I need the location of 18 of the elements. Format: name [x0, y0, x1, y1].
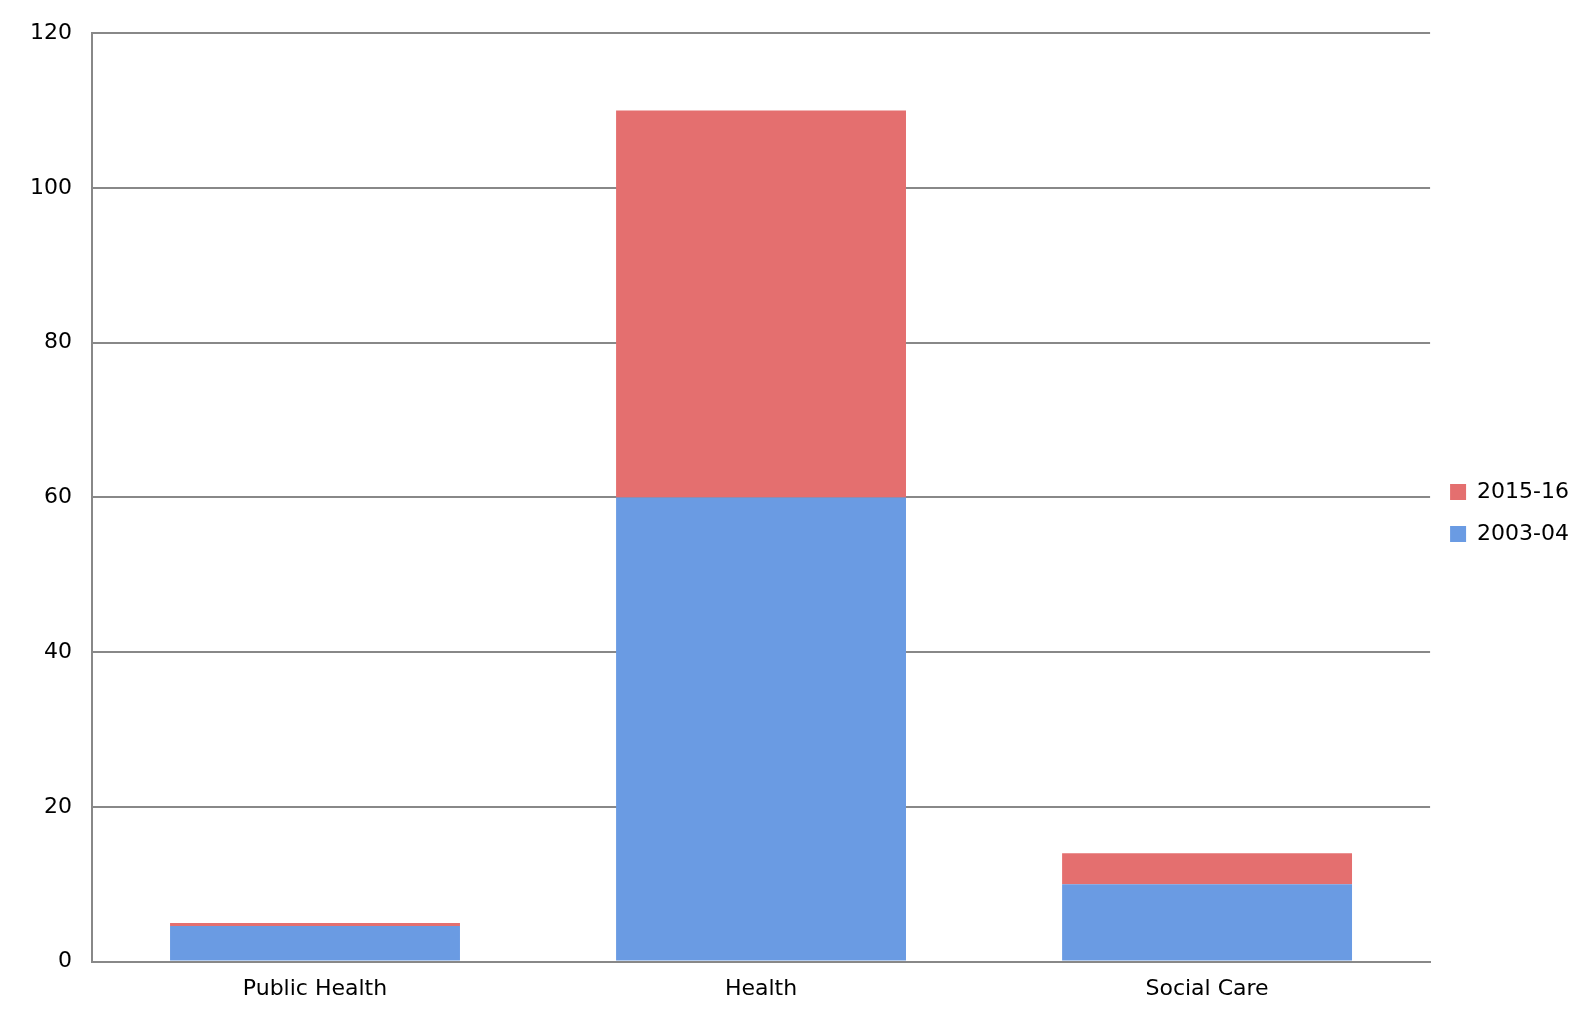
- y-tick-label: 120: [29, 18, 72, 44]
- y-tick-label: 100: [29, 173, 72, 199]
- bar: [1062, 884, 1353, 961]
- x-tick-label: Public Health: [242, 974, 388, 1000]
- x-tick-label: Health: [724, 974, 798, 1000]
- bar: [616, 497, 906, 961]
- legend-label: 2003-04: [1477, 519, 1569, 545]
- y-tick-label: 80: [43, 328, 72, 354]
- y-tick-label: 0: [57, 947, 72, 973]
- legend-label: 2015-16: [1477, 477, 1569, 503]
- x-tick-label: Social Care: [1145, 974, 1269, 1000]
- bar: [170, 922, 460, 927]
- bar: [170, 926, 460, 961]
- y-tick-label: 40: [43, 637, 72, 663]
- y-tick-label: 60: [43, 483, 72, 509]
- bar: [616, 110, 906, 498]
- y-tick-label: 20: [43, 792, 72, 818]
- bar: [1062, 853, 1353, 885]
